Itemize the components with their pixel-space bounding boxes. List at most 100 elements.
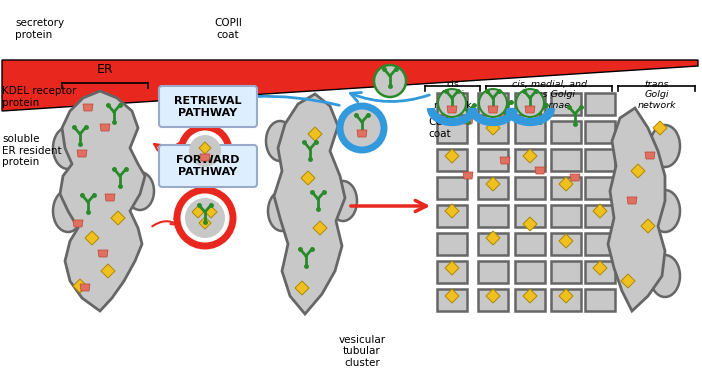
Text: COPI
coat: COPI coat bbox=[428, 117, 453, 139]
Polygon shape bbox=[515, 289, 545, 311]
Polygon shape bbox=[551, 205, 581, 227]
Polygon shape bbox=[500, 157, 510, 164]
Polygon shape bbox=[515, 233, 545, 255]
Text: cis
Golgi
network: cis Golgi network bbox=[433, 80, 472, 110]
Polygon shape bbox=[308, 127, 322, 141]
Polygon shape bbox=[478, 177, 508, 199]
Polygon shape bbox=[478, 233, 508, 255]
Polygon shape bbox=[357, 130, 367, 137]
Polygon shape bbox=[437, 93, 467, 115]
Polygon shape bbox=[85, 231, 99, 245]
Polygon shape bbox=[570, 174, 580, 181]
Polygon shape bbox=[551, 177, 581, 199]
Polygon shape bbox=[515, 261, 545, 283]
Polygon shape bbox=[593, 261, 607, 275]
Polygon shape bbox=[445, 261, 459, 275]
Text: pH: pH bbox=[281, 24, 319, 48]
Polygon shape bbox=[525, 106, 535, 113]
Polygon shape bbox=[83, 104, 93, 111]
Polygon shape bbox=[631, 164, 645, 178]
Circle shape bbox=[374, 65, 406, 97]
Polygon shape bbox=[100, 124, 110, 131]
Polygon shape bbox=[559, 177, 573, 191]
Circle shape bbox=[189, 135, 221, 167]
Polygon shape bbox=[488, 106, 498, 113]
Polygon shape bbox=[585, 177, 615, 199]
FancyBboxPatch shape bbox=[159, 86, 257, 127]
Ellipse shape bbox=[268, 191, 296, 231]
Polygon shape bbox=[437, 261, 467, 283]
Circle shape bbox=[185, 198, 225, 238]
Polygon shape bbox=[523, 289, 537, 303]
Polygon shape bbox=[551, 149, 581, 171]
Polygon shape bbox=[585, 205, 615, 227]
Ellipse shape bbox=[650, 255, 680, 297]
Polygon shape bbox=[98, 250, 108, 257]
Polygon shape bbox=[500, 112, 510, 119]
Circle shape bbox=[479, 89, 507, 117]
Polygon shape bbox=[60, 91, 145, 311]
Ellipse shape bbox=[126, 172, 154, 210]
Ellipse shape bbox=[53, 127, 83, 169]
Polygon shape bbox=[105, 194, 115, 201]
Polygon shape bbox=[437, 121, 467, 143]
Polygon shape bbox=[111, 211, 125, 225]
Polygon shape bbox=[585, 289, 615, 311]
Polygon shape bbox=[551, 121, 581, 143]
Polygon shape bbox=[445, 289, 459, 303]
Polygon shape bbox=[535, 114, 545, 121]
Polygon shape bbox=[463, 172, 473, 179]
Polygon shape bbox=[77, 150, 87, 157]
Polygon shape bbox=[551, 233, 581, 255]
Ellipse shape bbox=[650, 190, 680, 232]
Circle shape bbox=[340, 106, 384, 150]
Polygon shape bbox=[559, 289, 573, 303]
Polygon shape bbox=[313, 221, 327, 235]
Polygon shape bbox=[585, 93, 615, 115]
Polygon shape bbox=[301, 171, 315, 185]
Text: vesicular
tubular
cluster: vesicular tubular cluster bbox=[338, 335, 385, 368]
Ellipse shape bbox=[329, 181, 357, 221]
Circle shape bbox=[438, 89, 466, 117]
Text: secretory
protein: secretory protein bbox=[15, 18, 64, 39]
Polygon shape bbox=[653, 121, 667, 135]
Polygon shape bbox=[515, 177, 545, 199]
Polygon shape bbox=[445, 149, 459, 163]
Polygon shape bbox=[447, 106, 457, 113]
Polygon shape bbox=[535, 167, 545, 174]
Polygon shape bbox=[478, 289, 508, 311]
Polygon shape bbox=[437, 149, 467, 171]
Polygon shape bbox=[486, 121, 500, 135]
Polygon shape bbox=[641, 219, 655, 233]
Ellipse shape bbox=[266, 121, 294, 161]
Polygon shape bbox=[515, 93, 545, 115]
Polygon shape bbox=[73, 220, 83, 227]
Polygon shape bbox=[478, 149, 508, 171]
Polygon shape bbox=[608, 108, 665, 311]
Text: KDEL receptor
protein: KDEL receptor protein bbox=[2, 86, 77, 108]
Polygon shape bbox=[551, 261, 581, 283]
Polygon shape bbox=[486, 289, 500, 303]
Polygon shape bbox=[437, 205, 467, 227]
Polygon shape bbox=[2, 60, 698, 111]
Polygon shape bbox=[200, 154, 210, 161]
Polygon shape bbox=[478, 205, 508, 227]
Polygon shape bbox=[437, 289, 467, 311]
Polygon shape bbox=[585, 121, 615, 143]
FancyBboxPatch shape bbox=[159, 145, 257, 187]
Text: FORWARD
PATHWAY: FORWARD PATHWAY bbox=[176, 155, 240, 177]
Circle shape bbox=[177, 190, 233, 246]
Ellipse shape bbox=[650, 125, 680, 167]
Ellipse shape bbox=[53, 190, 83, 232]
Text: cis, medial, and
trans Golgi
cisternae: cis, medial, and trans Golgi cisternae bbox=[512, 80, 586, 110]
Polygon shape bbox=[295, 281, 309, 295]
Polygon shape bbox=[551, 289, 581, 311]
Polygon shape bbox=[593, 204, 607, 218]
Circle shape bbox=[181, 127, 229, 175]
Polygon shape bbox=[101, 264, 115, 278]
Text: soluble
ER resident
protein: soluble ER resident protein bbox=[2, 134, 62, 167]
Polygon shape bbox=[515, 149, 545, 171]
Polygon shape bbox=[192, 206, 204, 218]
Polygon shape bbox=[478, 261, 508, 283]
Polygon shape bbox=[437, 233, 467, 255]
